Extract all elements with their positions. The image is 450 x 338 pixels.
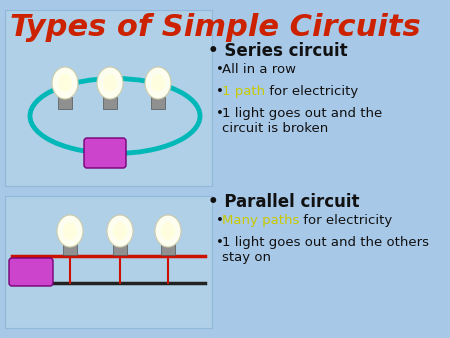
FancyBboxPatch shape bbox=[113, 243, 127, 255]
FancyBboxPatch shape bbox=[103, 97, 117, 109]
Text: •: • bbox=[216, 214, 224, 227]
FancyBboxPatch shape bbox=[9, 258, 53, 286]
Text: for electricity: for electricity bbox=[299, 214, 392, 227]
Text: • Series circuit: • Series circuit bbox=[208, 42, 347, 60]
Ellipse shape bbox=[97, 67, 123, 99]
Text: •: • bbox=[216, 236, 224, 249]
FancyBboxPatch shape bbox=[161, 243, 175, 255]
Text: All in a row: All in a row bbox=[222, 63, 296, 76]
Ellipse shape bbox=[151, 74, 165, 92]
Text: •: • bbox=[216, 85, 224, 98]
Ellipse shape bbox=[103, 74, 117, 92]
Ellipse shape bbox=[57, 215, 83, 247]
Ellipse shape bbox=[155, 215, 181, 247]
Text: •: • bbox=[216, 63, 224, 76]
Text: 1 light goes out and the
circuit is broken: 1 light goes out and the circuit is brok… bbox=[222, 107, 382, 135]
FancyBboxPatch shape bbox=[84, 138, 126, 168]
Text: • Parallel circuit: • Parallel circuit bbox=[208, 193, 360, 211]
FancyBboxPatch shape bbox=[63, 243, 77, 255]
Ellipse shape bbox=[113, 222, 127, 240]
Ellipse shape bbox=[145, 67, 171, 99]
FancyBboxPatch shape bbox=[4, 196, 211, 328]
Text: •: • bbox=[216, 107, 224, 120]
Ellipse shape bbox=[107, 215, 133, 247]
FancyBboxPatch shape bbox=[58, 97, 72, 109]
Text: 1 light goes out and the others
stay on: 1 light goes out and the others stay on bbox=[222, 236, 429, 264]
Text: for electricity: for electricity bbox=[265, 85, 358, 98]
Ellipse shape bbox=[63, 222, 77, 240]
FancyBboxPatch shape bbox=[151, 97, 165, 109]
Text: 1 path: 1 path bbox=[222, 85, 265, 98]
Ellipse shape bbox=[161, 222, 175, 240]
Ellipse shape bbox=[58, 74, 72, 92]
FancyBboxPatch shape bbox=[4, 10, 211, 186]
Text: Many paths: Many paths bbox=[222, 214, 299, 227]
Ellipse shape bbox=[52, 67, 78, 99]
Text: Types of Simple Circuits: Types of Simple Circuits bbox=[10, 13, 421, 42]
